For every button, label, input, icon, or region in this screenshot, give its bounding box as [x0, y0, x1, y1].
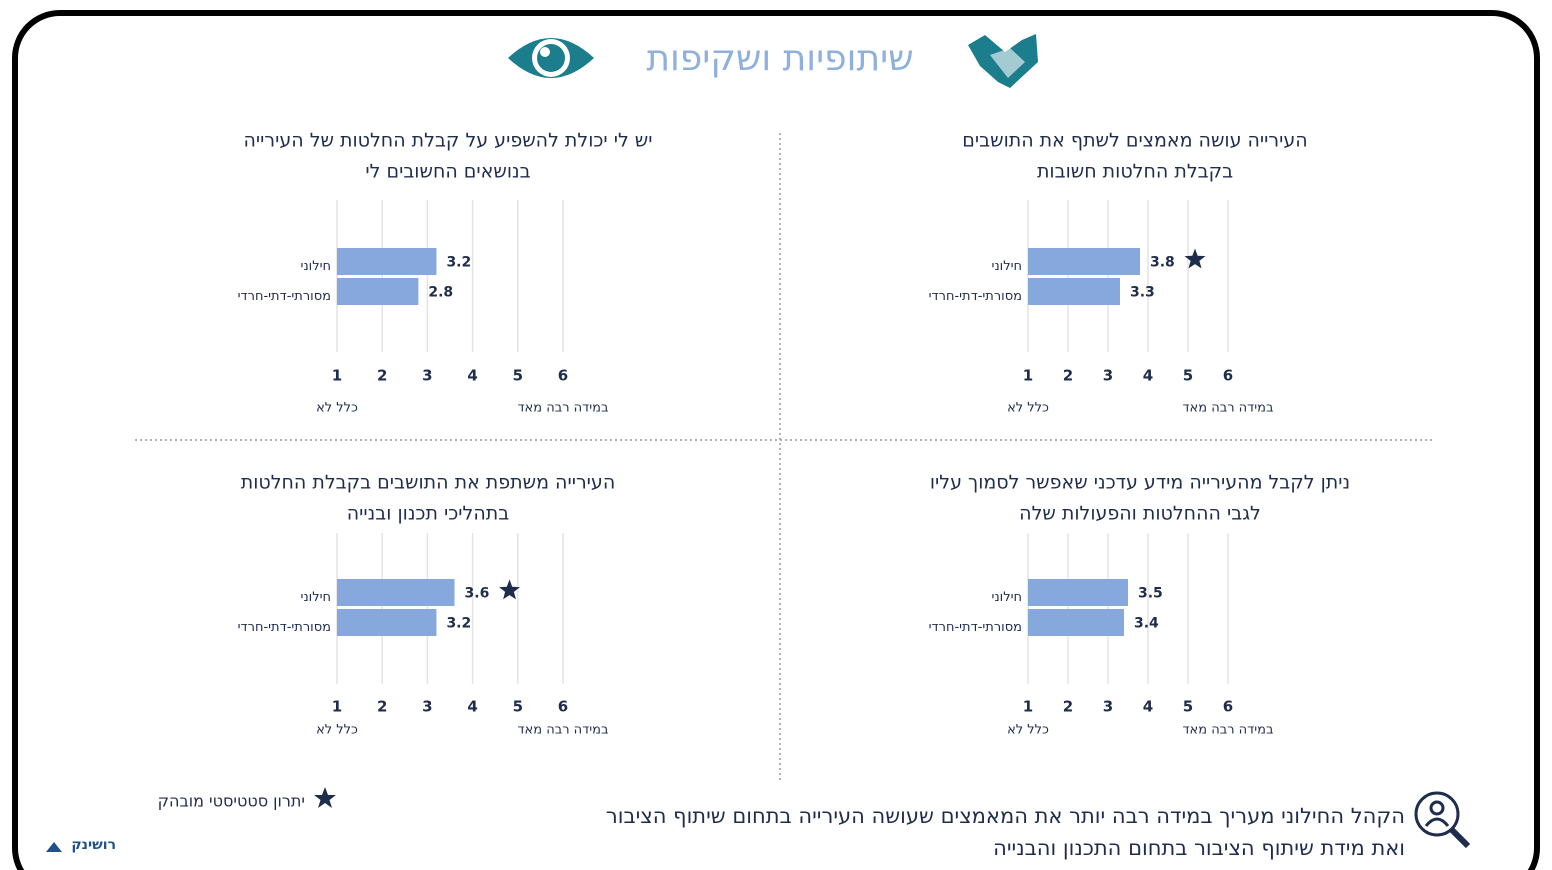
value-label: 3.6 — [465, 586, 490, 602]
chart-title: העירייה עושה מאמצים לשתף את התושבים — [962, 130, 1307, 152]
bar — [337, 248, 437, 275]
x-tick-label: 5 — [513, 367, 523, 385]
x-tick-label: 3 — [422, 698, 432, 716]
value-label: 3.2 — [446, 255, 471, 271]
x-tick-label: 4 — [1143, 698, 1153, 716]
significance-star — [1184, 248, 1206, 269]
x-tick-label: 2 — [1063, 367, 1073, 385]
category-label: מסורתי-דתי-חרדי — [238, 289, 331, 304]
x-tick-label: 2 — [377, 367, 387, 385]
chart-title: בקבלת החלטות חשובות — [1037, 161, 1233, 183]
value-label: 3.3 — [1130, 285, 1155, 301]
footer-text: הקהל החילוני מעריך במידה רבה יותר את המא… — [606, 804, 1405, 828]
bar — [1028, 609, 1124, 636]
legend-note: יתרון סטטיסטי מובהק — [158, 792, 305, 811]
x-tick-label: 4 — [467, 367, 477, 385]
bar — [337, 579, 455, 606]
category-label: מסורתי-דתי-חרדי — [929, 289, 1022, 304]
value-label: 3.2 — [446, 616, 471, 632]
chart-title: יש לי יכולת להשפיע על קבלת החלטות של העי… — [243, 130, 652, 152]
axis-high-label: במידה רבה מאד — [1182, 723, 1273, 738]
value-label: 2.8 — [428, 285, 453, 301]
chart-title: ניתן לקבל מהעירייה מידע עדכני שאפשר לסמו… — [930, 472, 1350, 494]
handshake-icon — [968, 34, 1038, 88]
x-tick-label: 5 — [513, 698, 523, 716]
x-tick-label: 6 — [1223, 698, 1233, 716]
axis-low-label: כלל לא — [1007, 401, 1049, 416]
x-tick-label: 1 — [332, 698, 342, 716]
value-label: 3.5 — [1138, 586, 1163, 602]
axis-high-label: במידה רבה מאד — [517, 723, 608, 738]
x-tick-label: 1 — [1023, 698, 1033, 716]
axis-low-label: כלל לא — [316, 723, 358, 738]
x-tick-label: 3 — [1103, 367, 1113, 385]
x-tick-label: 6 — [1223, 367, 1233, 385]
axis-high-label: במידה רבה מאד — [517, 401, 608, 416]
x-tick-label: 4 — [1143, 367, 1153, 385]
chart-title: בתהליכי תכנון ובנייה — [347, 503, 509, 525]
category-label: מסורתי-דתי-חרדי — [929, 620, 1022, 635]
value-label: 3.8 — [1150, 255, 1175, 271]
category-label: חילוני — [301, 259, 331, 274]
slide-title: שיתופיות ושקיפות — [646, 38, 913, 79]
x-tick-label: 5 — [1183, 367, 1193, 385]
category-label: חילוני — [992, 590, 1022, 605]
chart-title: בנושאים החשובים לי — [365, 161, 530, 183]
x-tick-label: 1 — [1023, 367, 1033, 385]
chart-title: העירייה משתפת את התושבים בקבלת החלטות — [241, 472, 616, 494]
category-label: חילוני — [301, 590, 331, 605]
x-tick-label: 5 — [1183, 698, 1193, 716]
x-tick-label: 2 — [377, 698, 387, 716]
x-tick-label: 3 — [422, 367, 432, 385]
bar — [337, 278, 419, 305]
star-legend-icon — [314, 787, 336, 808]
search-icon — [1414, 791, 1471, 849]
footer-text: ואת מידת שיתוף הציבור בתחום התכנון והבני… — [993, 836, 1405, 860]
x-tick-label: 4 — [467, 698, 477, 716]
x-tick-label: 3 — [1103, 698, 1113, 716]
x-tick-label: 2 — [1063, 698, 1073, 716]
x-tick-label: 6 — [558, 367, 568, 385]
eye-icon — [508, 38, 594, 78]
bar — [337, 609, 437, 636]
chart-title: לגבי ההחלטות והפעולות שלה — [1019, 503, 1261, 525]
value-label: 3.4 — [1134, 616, 1159, 632]
bar — [1028, 278, 1120, 305]
bar — [1028, 248, 1140, 275]
frame — [12, 10, 1540, 870]
logo-text: רושינק — [71, 837, 116, 853]
x-tick-label: 6 — [558, 698, 568, 716]
significance-star — [499, 579, 520, 600]
category-label: מסורתי-דתי-חרדי — [238, 620, 331, 635]
axis-low-label: כלל לא — [316, 401, 358, 416]
axis-high-label: במידה רבה מאד — [1182, 401, 1273, 416]
axis-low-label: כלל לא — [1007, 723, 1049, 738]
category-label: חילוני — [992, 259, 1022, 274]
x-tick-label: 1 — [332, 367, 342, 385]
bar — [1028, 579, 1128, 606]
logo: רושינק — [46, 837, 116, 853]
